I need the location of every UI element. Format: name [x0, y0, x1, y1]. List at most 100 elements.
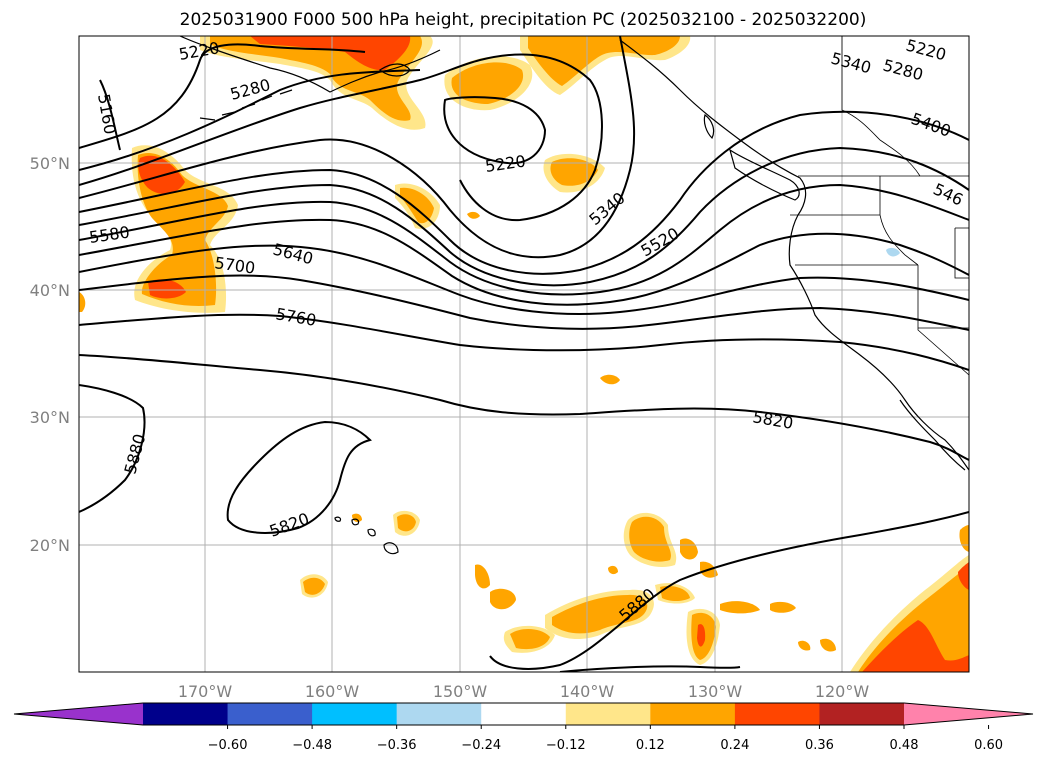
coastline-hawaii-kauai [334, 516, 342, 522]
contour-5160 [99, 79, 121, 151]
lon-tick-label: 160°W [305, 682, 360, 701]
colorbar-bin [650, 703, 736, 725]
precip-area-trop-1-core [629, 516, 671, 562]
precip-area-trop-14 [608, 565, 618, 575]
precip-area-hawaii-1-core [397, 514, 416, 532]
contour-5880-south [559, 665, 741, 672]
coastline-hawaii-oahu [351, 518, 360, 526]
border-id [879, 176, 919, 266]
contour-5820-hawaii [226, 420, 372, 534]
precip-area-trop-2 [680, 538, 698, 560]
colorbar-tick-label: 0.24 [720, 738, 749, 753]
colorbar: −0.60 −0.48 −0.36 −0.24 −0.12 0.12 0.24 0.36 0.4… [13, 702, 1034, 753]
colorbar-bin [734, 703, 820, 725]
coastline-hawaii-maui [367, 528, 376, 537]
lat-axis: 20°N 30°N 40°N 50°N [30, 154, 70, 555]
precipitation-shading [79, 36, 969, 672]
precip-area-alaska-red [250, 36, 411, 71]
contour-5880-west [79, 384, 146, 513]
border-mt [954, 227, 969, 279]
colorbar-tick-label: −0.60 [208, 738, 248, 753]
precip-area-se-corner-red-2 [958, 562, 969, 590]
precip-area-trop-4 [475, 564, 490, 589]
precip-area-idaho-negative [886, 247, 900, 257]
precip-area-goa-east-core [451, 62, 524, 104]
contour-5400 [79, 110, 969, 275]
contour-5460 [79, 146, 969, 287]
gridlines [79, 36, 969, 672]
contour-5700 [79, 274, 969, 331]
coastlines [179, 36, 969, 555]
colorbar-tick-label: −0.12 [546, 738, 586, 753]
precip-area-trop-7-core [552, 594, 648, 634]
contour-5520 [79, 183, 969, 296]
colorbar-bin [481, 703, 567, 725]
border-nv-ca [917, 265, 969, 376]
precip-area-se-corner-core [858, 566, 969, 672]
lon-tick-label: 170°W [178, 682, 233, 701]
precip-area-trop-11 [770, 601, 796, 613]
precip-area-se-corner-red [862, 620, 969, 672]
coastline-se-alaska-bc [619, 39, 969, 471]
coastline-baja [899, 399, 966, 471]
colorbar-bin [819, 703, 905, 725]
map-frame [78, 35, 970, 673]
lon-tick-label: 150°W [433, 682, 488, 701]
precip-area-central-north-core [550, 158, 598, 186]
lon-tick-label: 130°W [688, 682, 743, 701]
precip-area-trop-8-core [660, 586, 690, 601]
colorbar-bin [143, 703, 229, 725]
precip-area-mid-west-core [400, 187, 434, 224]
colorbar-tick-label: 0.48 [890, 738, 919, 753]
colorbar-segments [14, 703, 1033, 725]
precip-area-west-edge [79, 292, 86, 312]
map-background [79, 36, 969, 672]
lon-tick-label: 120°W [815, 682, 870, 701]
contour-5280 [79, 69, 421, 171]
colorbar-bin [565, 703, 651, 725]
coastline-vancouver-island [728, 148, 800, 201]
colorbar-bin [227, 703, 313, 725]
colorbar-tick-label: −0.24 [461, 738, 501, 753]
precip-area-small-1 [467, 211, 480, 219]
contour-5220-low [443, 96, 547, 165]
precip-area-small-2 [600, 374, 620, 385]
colorbar-bin [396, 703, 482, 725]
precip-area-trop-12 [798, 640, 811, 651]
precip-area-hawaii-2 [352, 513, 362, 523]
colorbar-extend-max [904, 703, 1033, 725]
coastline-alaska-peninsula [179, 36, 441, 93]
colorbar-extend-min [14, 703, 143, 725]
precip-area-trop-6-core [510, 628, 550, 650]
contour-5640 [79, 244, 969, 316]
map-panel: 5220 5280 5160 5220 5580 5640 5700 5760 … [78, 35, 970, 673]
lat-tick-label: 40°N [30, 281, 70, 300]
colorbar-bin [312, 703, 398, 725]
precip-area-panhandle-core [528, 36, 680, 86]
colorbar-tick-label: −0.48 [292, 738, 332, 753]
lat-tick-label: 50°N [30, 154, 70, 173]
height-contours [79, 36, 969, 672]
contour-5340 [79, 36, 636, 259]
contour-5220-north [79, 43, 366, 149]
borders [790, 36, 969, 376]
contour-5820-main [79, 354, 969, 461]
colorbar-outline [13, 702, 1034, 726]
figure-title: 2025031900 F000 500 hPa height, precipit… [180, 10, 867, 30]
lon-tick-label: 140°W [560, 682, 615, 701]
contour-5760 [79, 313, 969, 371]
contour-5280-low [79, 53, 603, 222]
lat-tick-label: 30°N [30, 408, 70, 427]
lat-tick-label: 20°N [30, 536, 70, 555]
border-alaska-canada [841, 36, 921, 177]
precip-area-hawaii-3-core [303, 577, 325, 595]
precip-area-trop-9-red [697, 624, 706, 647]
colorbar-tick-label: −0.36 [377, 738, 417, 753]
precip-area-trop-13 [820, 638, 836, 652]
contour-5580 [79, 218, 969, 306]
colorbar-tick-label: 0.36 [805, 738, 834, 753]
colorbar-tick-label: 0.60 [974, 738, 1003, 753]
contour-5880-east [489, 511, 969, 670]
coastline-hawaii-big-island [383, 542, 399, 555]
precip-area-nw-core-red-south [148, 279, 186, 299]
